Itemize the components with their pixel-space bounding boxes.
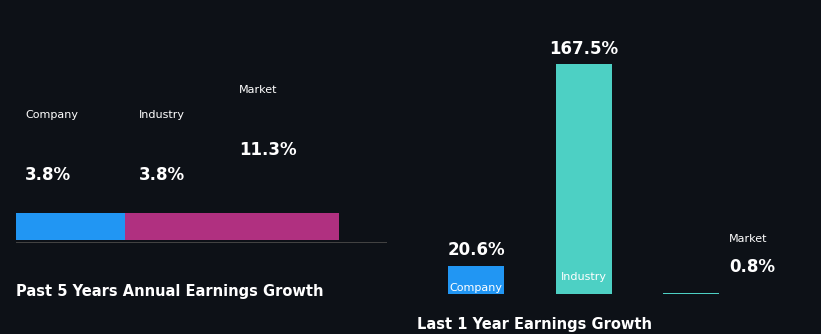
- Text: Market: Market: [239, 85, 277, 95]
- Text: Industry: Industry: [561, 273, 607, 283]
- Text: 20.6%: 20.6%: [447, 241, 505, 259]
- Text: Last 1 Year Earnings Growth: Last 1 Year Earnings Growth: [417, 317, 652, 332]
- Text: 3.8%: 3.8%: [139, 166, 186, 184]
- Text: Company: Company: [25, 110, 78, 120]
- Bar: [448, 266, 504, 294]
- Text: Company: Company: [450, 283, 502, 293]
- Bar: [663, 293, 719, 294]
- Text: Industry: Industry: [139, 110, 186, 120]
- Text: 167.5%: 167.5%: [549, 40, 618, 58]
- Text: Market: Market: [729, 234, 768, 244]
- Bar: [16, 213, 339, 240]
- Text: 11.3%: 11.3%: [239, 141, 296, 159]
- Bar: [16, 213, 125, 240]
- Bar: [16, 213, 125, 240]
- Bar: [556, 64, 612, 294]
- Text: 0.8%: 0.8%: [729, 258, 775, 276]
- Text: 3.8%: 3.8%: [25, 166, 71, 184]
- Text: Past 5 Years Annual Earnings Growth: Past 5 Years Annual Earnings Growth: [16, 284, 324, 299]
